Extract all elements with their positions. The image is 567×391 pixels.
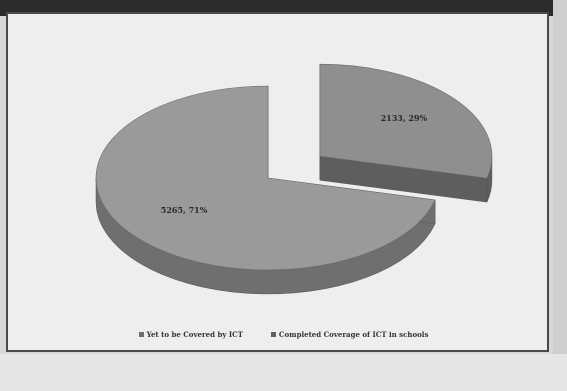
legend-swatch-yet-to-be-covered [138, 332, 144, 337]
legend-item-yet-to-be-covered: Yet to be Covered by ICT [138, 330, 243, 339]
pie-data-labels: 5265, 71% 2133, 29% [161, 113, 428, 215]
legend-label-completed-coverage: Completed Coverage of ICT in schools [278, 330, 429, 339]
data-label-slice-1: 2133, 29% [381, 113, 428, 123]
data-label-slice-0: 5265, 71% [161, 205, 208, 215]
pie-tops [95, 63, 493, 271]
slice-0-top [95, 85, 436, 271]
legend-item-completed-coverage: Completed Coverage of ICT in schools [270, 330, 429, 339]
legend: Yet to be Covered by ICT Completed Cover… [0, 330, 567, 339]
legend-swatch-completed-coverage [270, 332, 276, 337]
right-border-band [553, 0, 567, 391]
legend-label-yet-to-be-covered: Yet to be Covered by ICT [146, 330, 243, 339]
slice-1-top [319, 63, 493, 179]
bottom-border-band [0, 354, 567, 391]
